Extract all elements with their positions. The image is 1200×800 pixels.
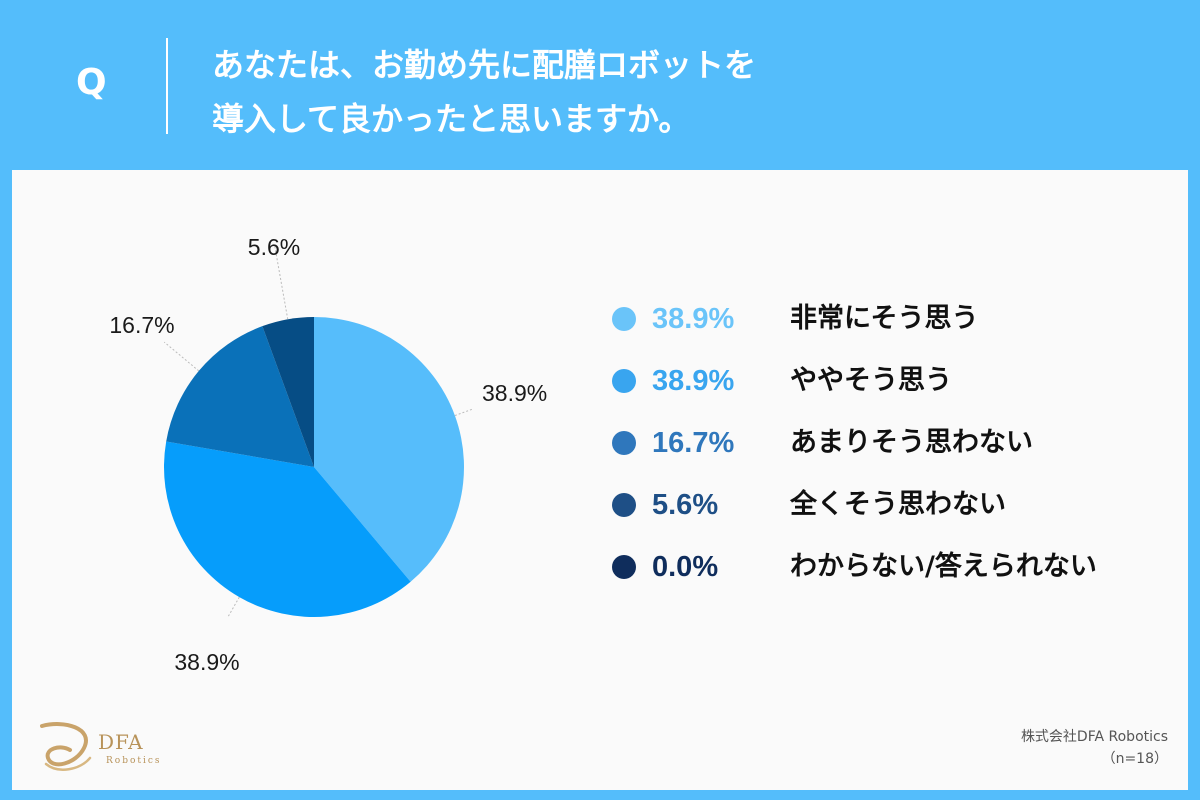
legend-dot-icon [612, 431, 636, 455]
legend-item-5: 0.0% わからない/答えられない [612, 544, 1172, 606]
leader-line-1 [454, 408, 472, 417]
pie-slice-1 [314, 317, 464, 582]
logo: DFA Robotics [36, 718, 176, 778]
legend-dot-icon [612, 493, 636, 517]
legend-item-3: 16.7% あまりそう思わない [612, 420, 1172, 482]
pie-label-2: 38.9% [174, 649, 239, 675]
company-name: 株式会社DFA Robotics [1020, 729, 1168, 745]
question-text: あなたは、お勤め先に配膳ロボットを 導入して良かったと思いますか。 [212, 38, 756, 146]
logo-swoosh-icon [40, 722, 92, 771]
legend-label: あまりそう思わない [790, 427, 1033, 458]
pie-label-3: 16.7% [109, 312, 174, 338]
legend-label: 全くそう思わない [790, 489, 1006, 520]
pie-chart: 38.9% 38.9% 16.7% 5.6% [109, 234, 547, 675]
question-line-2: 導入して良かったと思いますか。 [212, 100, 691, 138]
legend-item-2: 38.9% ややそう思う [612, 358, 1172, 420]
pie-slice-4 [262, 317, 314, 467]
legend-label: 非常にそう思う [790, 303, 979, 334]
pie-slice-3 [166, 326, 314, 467]
header-banner: Q あなたは、お勤め先に配膳ロボットを 導入して良かったと思いますか。 [0, 0, 1200, 168]
legend: 38.9% 非常にそう思う 38.9% ややそう思う 16.7% あまりそう思わない 5.6… [612, 296, 1172, 606]
q-label: Q [76, 62, 107, 103]
question-line-1: あなたは、お勤め先に配膳ロボットを [212, 46, 757, 84]
legend-percent: 5.6% [652, 489, 719, 521]
legend-dot-icon [612, 555, 636, 579]
pie-label-1: 38.9% [482, 380, 547, 406]
pie-label-4: 5.6% [248, 234, 300, 260]
credit: 株式会社DFA Robotics （n=18） [1021, 726, 1168, 770]
sample-size: （n=18） [1101, 751, 1168, 767]
legend-percent: 38.9% [652, 365, 735, 397]
legend-percent: 38.9% [652, 303, 735, 335]
legend-label: わからない/答えられない [790, 551, 1097, 582]
legend-item-1: 38.9% 非常にそう思う [612, 296, 1172, 358]
legend-item-4: 5.6% 全くそう思わない [612, 482, 1172, 544]
legend-dot-icon [612, 307, 636, 331]
header-divider [166, 38, 168, 134]
logo-text: DFA [98, 730, 144, 754]
pie-slice-2 [164, 441, 411, 617]
leader-line-3 [163, 341, 200, 372]
logo-subtext: Robotics [106, 756, 162, 766]
chart-card: 38.9% 38.9% 16.7% 5.6% 38.9% 非常にそう思う 38.9% ややそ… [12, 170, 1188, 790]
leader-line-2 [226, 596, 240, 619]
leader-line-4 [274, 245, 289, 320]
legend-label: ややそう思う [790, 365, 952, 396]
legend-percent: 16.7% [652, 427, 735, 459]
legend-percent: 0.0% [652, 551, 719, 583]
legend-dot-icon [612, 369, 636, 393]
